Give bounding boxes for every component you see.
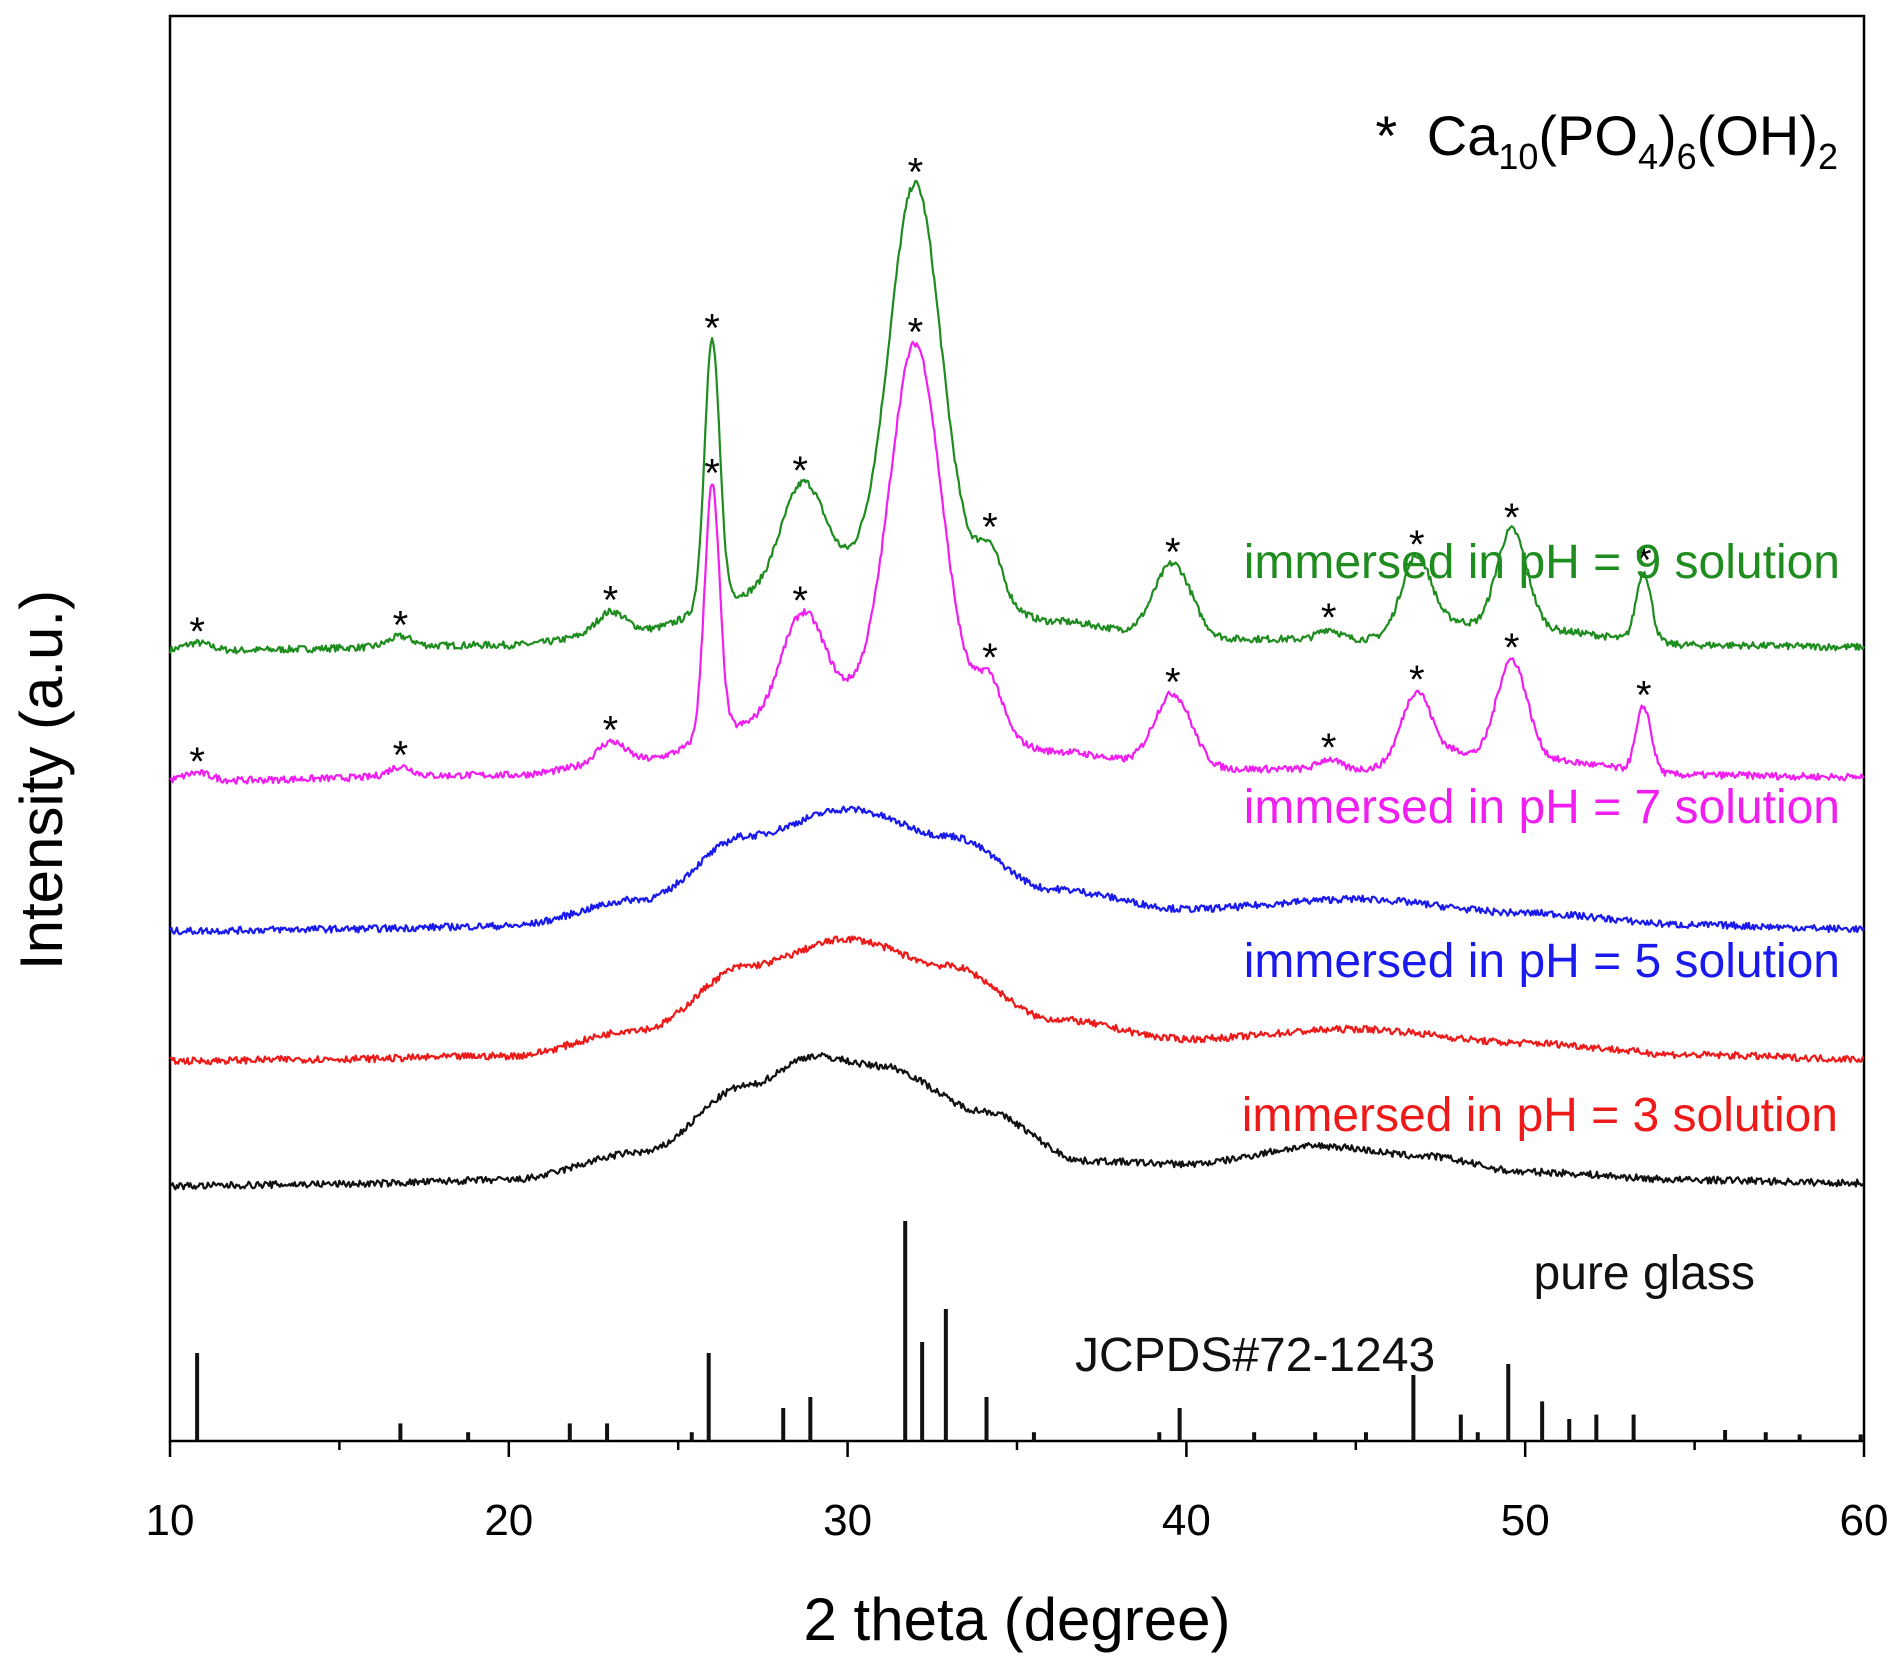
series-line-1 — [169, 340, 1865, 785]
x-axis: 10 20 30 40 50 60 — [146, 1441, 1889, 1545]
peak-marker: * — [704, 307, 720, 351]
x-tick-label: 20 — [484, 1496, 533, 1545]
x-tick-label: 10 — [146, 1496, 195, 1545]
peak-marker: * — [1504, 496, 1520, 540]
series-line-4 — [169, 1052, 1865, 1191]
x-tick-label: 60 — [1840, 1496, 1889, 1545]
peak-marker-group: * * * * * * * * * * * * * * * * * * * * * * * * — [189, 150, 1651, 783]
peak-marker: * — [1321, 726, 1337, 770]
plot-frame — [168, 14, 1866, 1443]
peak-marker: * — [393, 603, 409, 647]
legend-marker: * — [1375, 104, 1397, 167]
peak-marker: * — [1165, 660, 1181, 704]
series-label-1: immersed in pH = 7 solution — [1244, 781, 1840, 834]
series-group — [168, 179, 1865, 1191]
peak-marker: * — [603, 578, 619, 622]
x-axis-label: 2 theta (degree) — [804, 1586, 1231, 1653]
peak-marker: * — [982, 505, 998, 549]
series-line-2 — [169, 805, 1865, 936]
y-axis-label: Intensity (a.u.) — [8, 590, 75, 970]
peak-marker: * — [189, 610, 205, 654]
legend-title: * Ca10(PO4)6(OH)2 — [1375, 104, 1838, 177]
series-line-3 — [169, 935, 1865, 1066]
series-label-3: immersed in pH = 3 solution — [1242, 1089, 1838, 1142]
peak-marker: * — [792, 449, 808, 493]
peak-marker: * — [704, 452, 720, 496]
x-tick-label: 40 — [1162, 1496, 1211, 1545]
series-label-4: pure glass — [1534, 1247, 1755, 1300]
peak-marker: * — [1165, 530, 1181, 574]
peak-marker: * — [908, 150, 924, 194]
peak-marker: * — [1409, 523, 1425, 567]
peak-marker: * — [1321, 596, 1337, 640]
peak-marker: * — [393, 733, 409, 777]
peak-marker: * — [189, 740, 205, 784]
peak-marker: * — [1636, 674, 1652, 718]
peak-marker: * — [1504, 626, 1520, 670]
x-tick-label: 30 — [823, 1496, 872, 1545]
reference-pattern: JCPDS#72-1243 — [195, 1221, 1863, 1441]
peak-marker: * — [1409, 658, 1425, 702]
peak-marker: * — [1636, 539, 1652, 583]
peak-marker: * — [603, 708, 619, 752]
series-line-0 — [168, 179, 1865, 655]
reference-label: JCPDS#72-1243 — [1075, 1329, 1435, 1382]
series-label-0: immersed in pH = 9 solution — [1244, 536, 1840, 589]
peak-marker: * — [792, 579, 808, 623]
series-label-2: immersed in pH = 5 solution — [1244, 935, 1840, 988]
peak-marker: * — [908, 310, 924, 354]
x-tick-label: 50 — [1501, 1496, 1550, 1545]
peak-marker: * — [982, 636, 998, 680]
series-label-group: immersed in pH = 9 solution immersed in p… — [1242, 536, 1840, 1300]
